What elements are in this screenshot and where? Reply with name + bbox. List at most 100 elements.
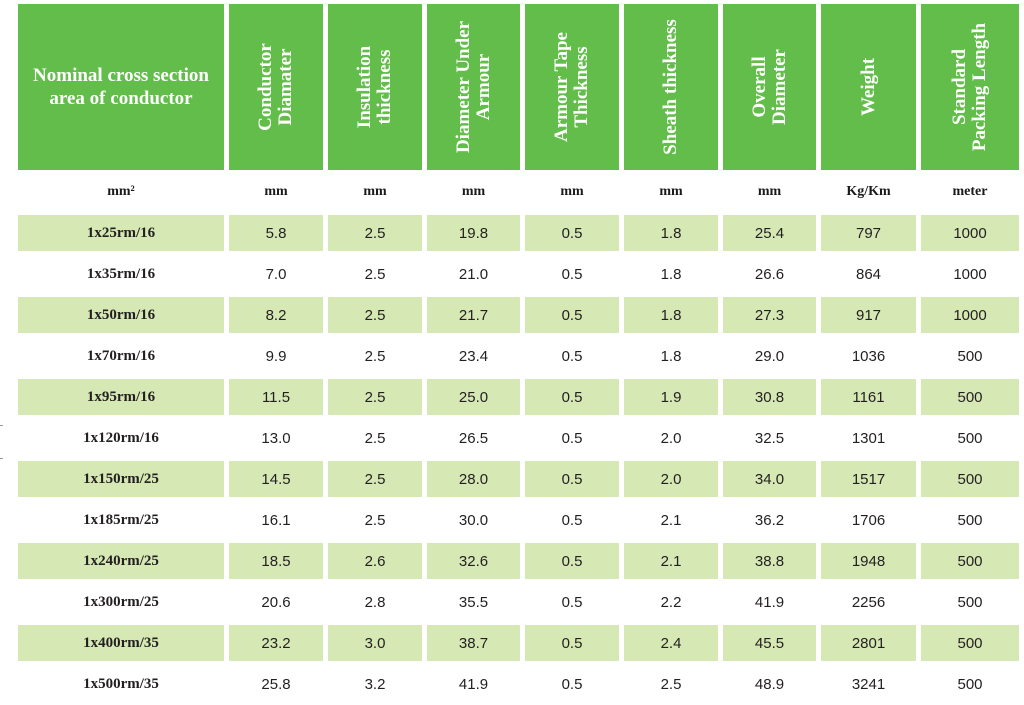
unit-label: mm	[659, 184, 683, 199]
row-cable-size: 1x120rm/16	[83, 429, 159, 446]
table-cell: 1000	[953, 265, 987, 283]
table-cell: 18.5	[229, 543, 323, 579]
table-cell: 25.8	[261, 675, 291, 693]
table-cell: 26.5	[458, 429, 489, 447]
table-cell: 500	[957, 347, 983, 365]
unit-label: mm²	[107, 184, 135, 199]
table-cell: 35.5	[458, 593, 489, 611]
table-cell: 23.2	[229, 625, 323, 661]
table-cell: 2256	[851, 593, 886, 611]
header-label: Standard Packing Length	[949, 22, 990, 152]
table-cell: 917	[821, 297, 916, 333]
table-cell: 2.6	[328, 543, 422, 579]
unit-label: mm	[461, 184, 486, 199]
header-label: Conductor Diamater	[255, 43, 296, 131]
table-cell: 2.5	[364, 511, 386, 529]
cable-spec-table: Nominal cross section area of conductor C…	[16, 4, 1024, 704]
table-cell: 500	[921, 625, 1019, 661]
table-cell: 0.5	[561, 675, 583, 693]
table-cell: 500	[957, 593, 983, 611]
table-cell: 0.5	[561, 429, 583, 447]
header-label: Armour Tape Thickness	[551, 32, 592, 142]
table-cell: 26.6	[754, 265, 785, 283]
table-cell: 30.8	[723, 379, 816, 415]
table-cell: 2.5	[660, 675, 682, 693]
table-cell: 500	[921, 379, 1019, 415]
header-conductor-diamater: Conductor Diamater	[229, 4, 323, 170]
unit-label: mm	[560, 184, 584, 199]
table-cell: 38.7	[427, 625, 520, 661]
header-label: Weight	[857, 57, 879, 117]
margin-tick	[0, 425, 3, 426]
header-standard-packing-length: Standard Packing Length	[921, 4, 1019, 170]
table-cell: 8.2	[229, 297, 323, 333]
table-cell: 25.4	[723, 215, 816, 251]
table-cell: 2.1	[624, 543, 718, 579]
table-cell: 0.5	[561, 593, 583, 611]
table-cell: 1.8	[660, 265, 682, 283]
table-cell: 500	[921, 543, 1019, 579]
unit-label: Kg/Km	[846, 184, 891, 199]
table-cell: 7.0	[265, 265, 287, 283]
row-cable-size: 1x150rm/25	[18, 461, 224, 497]
table-cell: 2.1	[660, 511, 682, 529]
table-cell: 2.5	[364, 265, 386, 283]
table-cell: 21.0	[458, 265, 489, 283]
table-cell: 0.5	[561, 347, 583, 365]
table-cell: 5.8	[229, 215, 323, 251]
table-cell: 1.8	[624, 297, 718, 333]
table-cell: 0.5	[525, 461, 619, 497]
table-cell: 0.5	[561, 511, 583, 529]
table-cell: 2.0	[660, 429, 682, 447]
table-cell: 2.5	[364, 429, 386, 447]
table-cell: 864	[855, 265, 882, 283]
table-cell: 500	[957, 511, 983, 529]
header-weight: Weight	[821, 4, 916, 170]
table-cell: 2.8	[364, 593, 386, 611]
table-cell: 29.0	[754, 347, 785, 365]
header-nominal-cross-section-area-of-conductor: Nominal cross section area of conductor	[18, 4, 224, 170]
table-cell: 0.5	[525, 625, 619, 661]
table-cell: 34.0	[723, 461, 816, 497]
table-cell: 21.7	[427, 297, 520, 333]
unit-label: mm	[757, 184, 782, 199]
table-cell: 2.0	[624, 461, 718, 497]
header-diameter-under-armour: Diameter Under Armour	[427, 4, 520, 170]
table-cell: 0.5	[561, 265, 583, 283]
table-cell: 2.5	[328, 379, 422, 415]
unit-label: mm	[264, 184, 288, 199]
table-cell: 1301	[851, 429, 886, 447]
table-cell: 3.0	[328, 625, 422, 661]
row-cable-size: 1x400rm/35	[18, 625, 224, 661]
table-cell: 2.2	[660, 593, 682, 611]
table-cell: 3.2	[364, 675, 386, 693]
table-cell: 0.5	[525, 215, 619, 251]
header-label: Insulation thickness	[354, 45, 395, 129]
header-armour-tape-thickness: Armour Tape Thickness	[525, 4, 619, 170]
unit-label: mm	[363, 184, 387, 199]
table-cell: 1517	[821, 461, 916, 497]
table-cell: 16.1	[261, 511, 291, 529]
table-cell: 797	[821, 215, 916, 251]
table-cell: 3241	[851, 675, 886, 693]
header-sheath-thickness: Sheath thickness	[624, 4, 718, 170]
table-cell: 1161	[821, 379, 916, 415]
row-cable-size: 1x25rm/16	[18, 215, 224, 251]
margin-tick	[0, 458, 3, 459]
table-cell: 2.5	[364, 347, 386, 365]
table-cell: 1948	[821, 543, 916, 579]
table-cell: 500	[957, 675, 983, 693]
table-cell: 0.5	[525, 379, 619, 415]
table-cell: 2.4	[624, 625, 718, 661]
row-cable-size: 1x50rm/16	[18, 297, 224, 333]
row-cable-size: 1x95rm/16	[18, 379, 224, 415]
table-cell: 32.5	[754, 429, 785, 447]
table-cell: 2801	[821, 625, 916, 661]
table-cell: 500	[921, 461, 1019, 497]
table-cell: 9.9	[265, 347, 287, 365]
table-cell: 11.5	[229, 379, 323, 415]
table-cell: 32.6	[427, 543, 520, 579]
table-cell: 1000	[921, 297, 1019, 333]
row-cable-size: 1x240rm/25	[18, 543, 224, 579]
row-cable-size: 1x300rm/25	[83, 593, 159, 610]
